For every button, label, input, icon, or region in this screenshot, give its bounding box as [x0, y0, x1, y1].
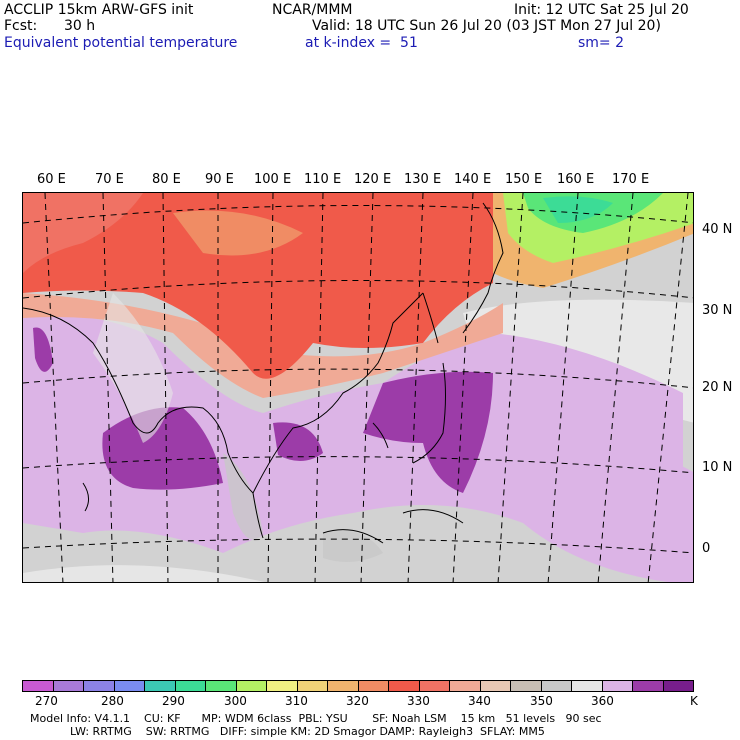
lon-label-150e: 150 E [505, 172, 543, 187]
lon-label-160e: 160 E [557, 172, 595, 187]
colorbar-swatch-10 [328, 681, 359, 691]
colorbar-swatch-5 [175, 681, 206, 691]
land-malay [223, 453, 263, 540]
land-borneo [323, 530, 383, 562]
field-teal-northeast [543, 196, 613, 223]
graticule-10n [23, 456, 693, 474]
lon-label-80e: 80 E [152, 172, 181, 187]
lat-label-0: 0 [702, 541, 711, 556]
field-purple-bengal [102, 407, 223, 490]
lat-label-40n: 40 N [702, 222, 733, 237]
lat-label-30n: 30 N [702, 303, 733, 318]
colorbar-swatch-6 [206, 681, 237, 691]
forecast-label: Fcst: [4, 18, 38, 34]
colorbar-swatch-21 [663, 681, 693, 691]
colorbar-unit: K [690, 694, 698, 708]
land-india [93, 293, 173, 443]
theta-e-map [22, 192, 694, 583]
colorbar [22, 680, 694, 692]
colorbar-swatch-0 [23, 681, 54, 691]
level-label: at k-index = 51 [305, 35, 418, 51]
lon-label-110e: 110 E [304, 172, 342, 187]
colorbar-label-310: 310 [285, 694, 308, 708]
colorbar-swatch-20 [633, 681, 664, 691]
init-time: Init: 12 UTC Sat 25 Jul 20 [514, 2, 689, 18]
colorbar-swatch-7 [236, 681, 267, 691]
colorbar-swatch-13 [419, 681, 450, 691]
lon-label-90e: 90 E [205, 172, 234, 187]
colorbar-swatch-17 [541, 681, 572, 691]
colorbar-label-350: 350 [530, 694, 553, 708]
colorbar-swatch-3 [114, 681, 145, 691]
forecast-hours: 30 h [64, 18, 96, 34]
colorbar-swatch-12 [389, 681, 420, 691]
org-label: NCAR/MMM [272, 2, 353, 18]
field-purple-philippine-sea [363, 371, 493, 493]
lon-label-100e: 100 E [254, 172, 292, 187]
colorbar-swatch-4 [145, 681, 176, 691]
lon-label-130e: 130 E [404, 172, 442, 187]
colorbar-label-320: 320 [346, 694, 369, 708]
map-canvas [23, 193, 693, 582]
colorbar-swatch-19 [602, 681, 633, 691]
colorbar-swatch-14 [450, 681, 481, 691]
field-lilac-east [583, 450, 693, 582]
smoothing-label: sm= 2 [578, 35, 625, 51]
graticule-20n [23, 368, 693, 389]
colorbar-label-270: 270 [35, 694, 58, 708]
field-red-northwest [23, 193, 143, 273]
lon-label-120e: 120 E [354, 172, 392, 187]
lon-label-70e: 70 E [95, 172, 124, 187]
colorbar-label-330: 330 [407, 694, 430, 708]
colorbar-swatch-1 [53, 681, 84, 691]
colorbar-label-340: 340 [468, 694, 491, 708]
colorbar-label-300: 300 [224, 694, 247, 708]
field-orange-tibet [173, 210, 303, 256]
lon-label-60e: 60 E [37, 172, 66, 187]
field-name: Equivalent potential temperature [4, 35, 238, 51]
field-purple-indochina [273, 422, 323, 462]
field-light-gray-indian [23, 565, 265, 582]
colorbar-label-290: 290 [162, 694, 185, 708]
lat-label-20n: 20 N [702, 380, 733, 395]
colorbar-label-280: 280 [101, 694, 124, 708]
colorbar-swatch-2 [84, 681, 115, 691]
model-title: ACCLIP 15km ARW-GFS init [4, 2, 194, 18]
lon-label-170e: 170 E [612, 172, 650, 187]
colorbar-swatch-15 [480, 681, 511, 691]
model-info-line2: LW: RRTMG SW: RRTMG DIFF: simple KM: 2D … [70, 725, 545, 738]
colorbar-swatch-8 [267, 681, 298, 691]
field-purple-arabian [33, 327, 53, 372]
colorbar-swatch-9 [297, 681, 328, 691]
colorbar-swatch-16 [511, 681, 542, 691]
graticule [23, 193, 693, 582]
colorbar-swatch-18 [572, 681, 603, 691]
field-lilac-tropics [23, 315, 683, 582]
model-info-line1: Model Info: V4.1.1 CU: KF MP: WDM 6class… [30, 712, 602, 725]
colorbar-label-360: 360 [591, 694, 614, 708]
field-red-north [23, 193, 503, 379]
colorbar-swatch-11 [358, 681, 389, 691]
lat-label-10n: 10 N [702, 460, 733, 475]
valid-time: Valid: 18 UTC Sun 26 Jul 20 (03 JST Mon … [312, 18, 661, 34]
graticule-0 [23, 538, 693, 554]
lon-label-140e: 140 E [454, 172, 492, 187]
